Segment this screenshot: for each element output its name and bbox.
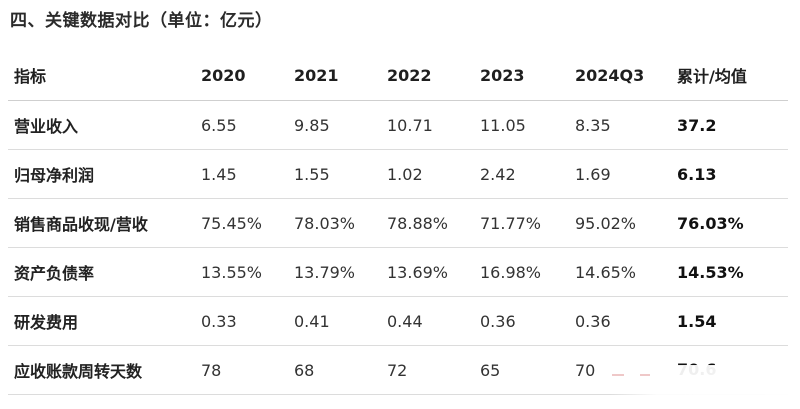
table-row: 归母净利润 1.45 1.55 1.02 2.42 1.69 6.13: [8, 150, 788, 199]
table-cell: 71.77%: [480, 213, 542, 233]
table-cell: 1.45: [201, 164, 237, 184]
table-cell: 68: [294, 360, 315, 380]
header-cell-2024q3: 2024Q3: [575, 65, 645, 85]
table-cell: 0.36: [480, 311, 516, 331]
data-table: 指标 2020 2021 2022 2023 2024Q3 累计/均值 营业收入…: [8, 50, 788, 395]
table-cell: 10.71: [387, 115, 433, 135]
table-header-row: 指标 2020 2021 2022 2023 2024Q3 累计/均值: [8, 50, 788, 101]
total-cell: 37.2: [677, 115, 717, 135]
row-label: 应收账款周转天数: [14, 362, 143, 381]
header-cell-2023: 2023: [480, 65, 525, 85]
table-cell: 78: [201, 360, 222, 380]
table-row: 应收账款周转天数 78 68 72 65 70 70.6: [8, 346, 788, 395]
header-cell-2022: 2022: [387, 65, 432, 85]
total-cell: 76.03%: [677, 213, 744, 233]
row-label: 资产负债率: [14, 264, 95, 283]
total-cell: 6.13: [677, 164, 717, 184]
table-cell: 75.45%: [201, 213, 263, 233]
table-cell: 13.79%: [294, 262, 356, 282]
table-cell: 1.02: [387, 164, 423, 184]
table-cell: 70: [575, 360, 596, 380]
table-cell: 11.05: [480, 115, 526, 135]
table-row: 营业收入 6.55 9.85 10.71 11.05 8.35 37.2: [8, 101, 788, 150]
row-label: 归母净利润: [14, 166, 95, 185]
table-row: 研发费用 0.33 0.41 0.44 0.36 0.36 1.54: [8, 297, 788, 346]
table-cell: 13.69%: [387, 262, 449, 282]
table-cell: 72: [387, 360, 408, 380]
row-label: 营业收入: [14, 117, 79, 136]
row-label: 研发费用: [14, 313, 79, 332]
table-cell: 13.55%: [201, 262, 263, 282]
table-cell: 0.44: [387, 311, 423, 331]
header-cell-metric: 指标: [14, 67, 47, 86]
table-cell: 0.33: [201, 311, 237, 331]
header-cell-total: 累计/均值: [677, 67, 747, 86]
table-cell: 95.02%: [575, 213, 637, 233]
total-cell: 14.53%: [677, 262, 744, 282]
watermark-mark: [640, 374, 650, 376]
watermark-overlay: [610, 365, 800, 405]
total-cell: 1.54: [677, 311, 717, 331]
table-row: 资产负债率 13.55% 13.79% 13.69% 16.98% 14.65%…: [8, 248, 788, 297]
watermark-mark: [612, 374, 624, 376]
table-cell: 16.98%: [480, 262, 542, 282]
table-cell: 1.69: [575, 164, 611, 184]
table-cell: 0.36: [575, 311, 611, 331]
table-cell: 65: [480, 360, 501, 380]
table-cell: 78.03%: [294, 213, 356, 233]
table-cell: 2.42: [480, 164, 516, 184]
table-cell: 1.55: [294, 164, 330, 184]
table-cell: 78.88%: [387, 213, 449, 233]
table-cell: 6.55: [201, 115, 237, 135]
row-label: 销售商品收现/营收: [14, 215, 148, 234]
table-cell: 8.35: [575, 115, 611, 135]
table-cell: 0.41: [294, 311, 330, 331]
table-cell: 14.65%: [575, 262, 637, 282]
table-cell: 9.85: [294, 115, 330, 135]
section-title: 四、关键数据对比（单位：亿元）: [10, 11, 273, 31]
table-row: 销售商品收现/营收 75.45% 78.03% 78.88% 71.77% 95…: [8, 199, 788, 248]
header-cell-2021: 2021: [294, 65, 339, 85]
header-cell-2020: 2020: [201, 65, 246, 85]
